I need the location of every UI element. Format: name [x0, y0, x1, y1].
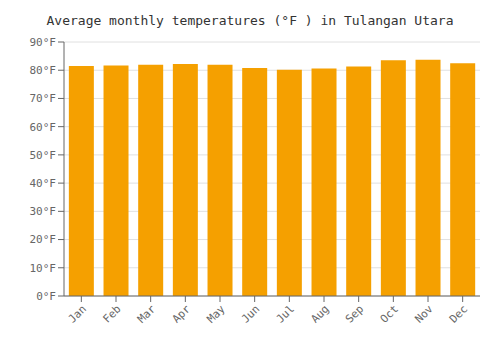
- svg-text:Jul: Jul: [274, 302, 297, 325]
- svg-text:90°F: 90°F: [30, 36, 57, 49]
- svg-text:80°F: 80°F: [30, 64, 57, 77]
- svg-text:50°F: 50°F: [30, 149, 57, 162]
- svg-text:Nov: Nov: [412, 302, 436, 326]
- svg-text:20°F: 20°F: [30, 233, 57, 246]
- svg-text:60°F: 60°F: [30, 121, 57, 134]
- svg-text:40°F: 40°F: [30, 177, 57, 190]
- svg-text:Jun: Jun: [239, 302, 262, 325]
- svg-text:May: May: [204, 302, 228, 326]
- svg-text:Feb: Feb: [100, 302, 123, 325]
- svg-text:70°F: 70°F: [30, 92, 57, 105]
- svg-text:Jan: Jan: [66, 302, 89, 325]
- svg-text:Mar: Mar: [135, 302, 159, 326]
- svg-text:0°F: 0°F: [36, 290, 56, 303]
- svg-text:Apr: Apr: [170, 302, 194, 326]
- svg-text:Oct: Oct: [378, 302, 401, 325]
- svg-text:Aug: Aug: [308, 302, 331, 325]
- html-text:Average monthly temperatures (: Average monthly temperatures (°F ) in Tu…: [46, 13, 454, 28]
- svg-text:30°F: 30°F: [30, 205, 57, 218]
- svg-text:Sep: Sep: [343, 302, 366, 325]
- svg-text:10°F: 10°F: [30, 262, 57, 275]
- svg-text:Dec: Dec: [447, 302, 470, 325]
